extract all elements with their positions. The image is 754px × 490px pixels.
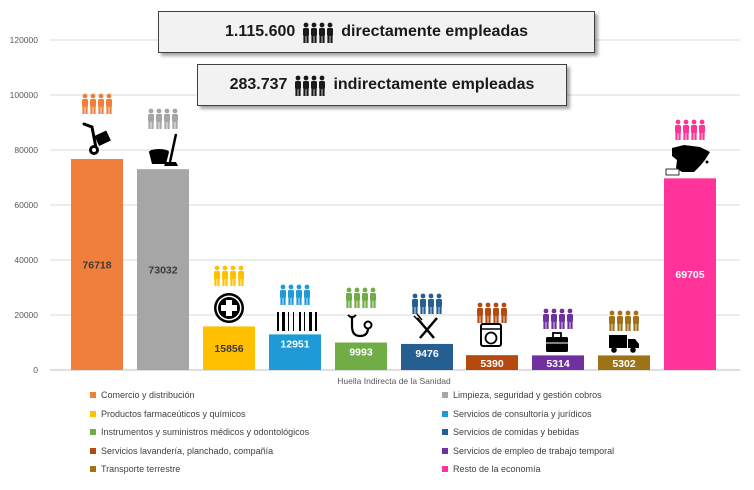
people-group-icon — [293, 73, 327, 97]
people-group-icon — [214, 265, 244, 286]
banner-indirect-text: indirectamente empleadas — [333, 76, 535, 93]
legend-item: Servicios de comidas y bebidas — [442, 427, 579, 437]
people-icons — [82, 93, 705, 331]
fork-knife-icon — [413, 313, 438, 339]
people-group-icon — [148, 108, 178, 129]
legend-label: Servicios lavandería, planchado, compañí… — [101, 445, 274, 456]
banner-direct-text: directamente empleadas — [341, 23, 529, 40]
people-group-icon — [301, 20, 335, 44]
y-tick-label: 20000 — [14, 310, 38, 320]
briefcase-icon — [546, 332, 568, 352]
legend-swatch — [90, 447, 96, 454]
bar-value-labels: 76718 73032 15856 12951 9993 9476 5390 5314 5302… — [82, 260, 704, 370]
bar — [269, 334, 321, 370]
y-axis: 0 20000 40000 60000 80000 100000 120000 — [10, 35, 39, 375]
legend-swatch — [442, 447, 448, 454]
y-tick-label: 60000 — [14, 200, 38, 210]
bar — [598, 355, 650, 370]
banner-direct-number: 1.115.600 — [224, 23, 296, 40]
y-tick-label: 100000 — [10, 90, 39, 100]
y-tick-label: 80000 — [14, 145, 38, 155]
bar-value-label: 5302 — [612, 358, 636, 370]
people-group-icon — [477, 302, 507, 323]
legend-item: Servicios de empleo de trabajo temporal — [442, 446, 614, 456]
people-group-icon — [346, 287, 376, 308]
bar — [203, 326, 255, 370]
bar-value-label: 69705 — [675, 269, 704, 281]
legend-label: Servicios de comidas y bebidas — [453, 427, 580, 437]
bar-value-label: 12951 — [280, 338, 309, 350]
bar-value-label: 9476 — [415, 348, 439, 360]
bar — [466, 355, 518, 370]
y-tick-label: 40000 — [14, 255, 38, 265]
bar — [137, 169, 189, 370]
bar — [71, 159, 123, 370]
legend-item: Comercio y distribución — [90, 390, 195, 400]
bar — [401, 343, 453, 370]
y-tick-label: 0 — [33, 365, 38, 375]
legend-label: Resto de la economía — [453, 464, 541, 474]
legend-swatch — [90, 392, 96, 398]
legend-swatch — [90, 429, 96, 435]
legend-item: Instrumentos y suministros médicos y odo… — [90, 427, 309, 437]
y-tick-label: 120000 — [10, 35, 39, 45]
people-group-icon — [295, 75, 326, 96]
bar-value-label: 73032 — [148, 265, 177, 277]
legend-swatch — [442, 466, 448, 472]
delivery-truck-icon — [609, 335, 639, 353]
people-group-icon — [609, 310, 639, 331]
banner-indirect-number: 283.737 — [229, 76, 288, 93]
legend-swatch — [442, 429, 448, 435]
legend-label: Productos farmaceúticos y químicos — [101, 408, 246, 419]
legend-label: Servicios de empleo de trabajo temporal — [453, 445, 615, 456]
legend-swatch — [90, 466, 96, 472]
legend-item: Limpieza, seguridad y gestión cobros — [442, 390, 602, 400]
bar-value-label: 5390 — [480, 358, 504, 370]
bar — [664, 178, 716, 370]
banner-direct: 1.115.600 directamente empleadas — [158, 11, 595, 53]
bar — [532, 355, 584, 370]
legend-item: Productos farmaceúticos y químicos — [90, 409, 246, 419]
legend-swatch — [90, 410, 96, 417]
x-axis-label: Huella Indirecta de la Sanidad — [337, 376, 451, 386]
stethoscope-icon — [347, 314, 373, 338]
people-group-icon — [412, 293, 442, 314]
bar-value-label: 9993 — [349, 347, 373, 359]
people-group-icon — [82, 93, 112, 114]
bar-value-label: 5314 — [546, 358, 570, 370]
people-group-icon — [675, 119, 705, 140]
hand-truck-icon — [82, 122, 111, 155]
legend-swatch — [442, 392, 448, 398]
legend-label: Limpieza, seguridad y gestión cobros — [453, 390, 602, 400]
bar — [335, 342, 387, 370]
people-group-icon — [543, 308, 573, 329]
people-group-icon — [280, 284, 310, 305]
legend-item: Servicios lavandería, planchado, compañí… — [90, 446, 273, 456]
spain-map-icon — [665, 145, 710, 176]
legend-item: Resto de la economía — [442, 464, 541, 474]
barcode-icon — [277, 312, 317, 331]
bar-value-label: 76718 — [82, 260, 111, 272]
washing-machine-icon — [480, 323, 502, 347]
legend-item: Servicios de consultoría y jurídicos — [442, 409, 592, 419]
medical-cross-icon — [214, 293, 244, 323]
banner-indirect: 283.737 indirectamente empleadas — [197, 64, 567, 106]
category-icons — [82, 122, 710, 353]
legend-label: Servicios de consultoría y jurídicos — [453, 408, 592, 419]
bar-value-label: 15856 — [214, 343, 243, 355]
cleaning-bucket-icon — [149, 133, 178, 166]
legend-label: Transporte terrestre — [101, 464, 181, 474]
legend-label: Instrumentos y suministros médicos y odo… — [101, 427, 310, 437]
legend-item: Transporte terrestre — [90, 464, 180, 474]
legend-swatch — [442, 410, 448, 417]
legend-label: Comercio y distribución — [101, 390, 195, 400]
bars — [71, 159, 716, 370]
people-group-icon — [303, 22, 334, 43]
